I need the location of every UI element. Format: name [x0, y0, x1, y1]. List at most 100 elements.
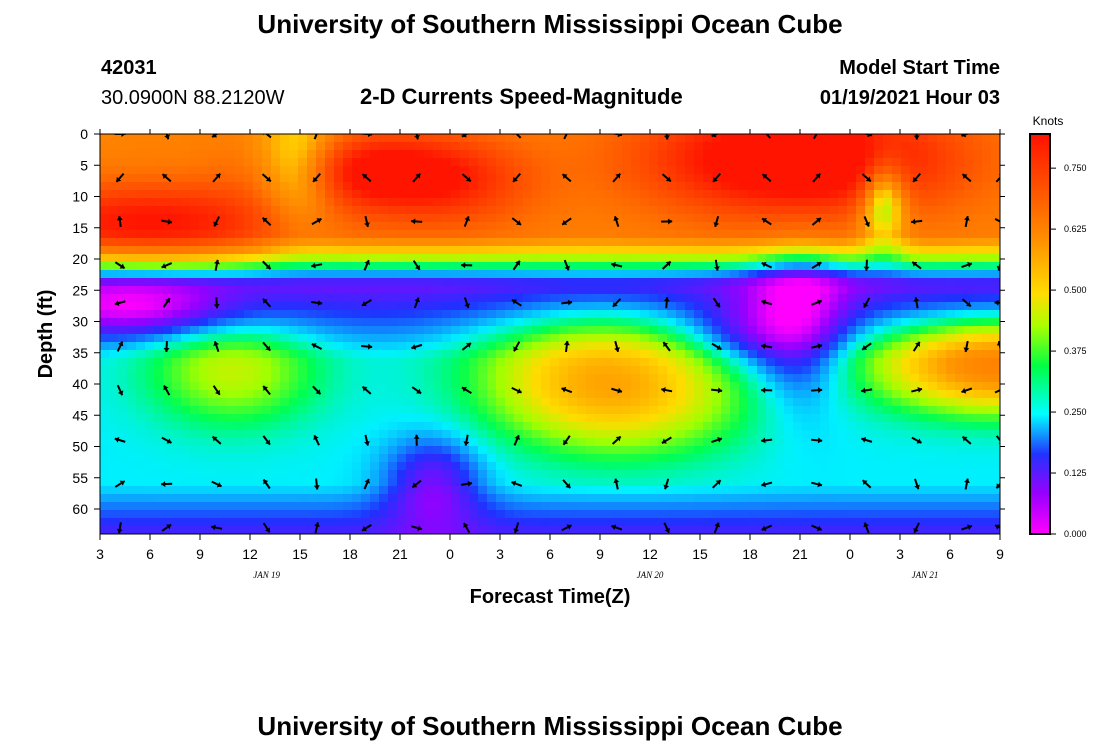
heat-cell: [181, 182, 191, 191]
heat-cell: [154, 246, 164, 255]
heat-cell: [973, 334, 983, 343]
heat-cell: [568, 366, 578, 375]
heat-cell: [199, 278, 209, 287]
heat-cell: [973, 486, 983, 495]
heat-cell: [181, 262, 191, 271]
heat-cell: [964, 254, 974, 263]
heat-cell: [892, 350, 902, 359]
heat-cell: [514, 142, 524, 151]
heat-cell: [442, 438, 452, 447]
heat-cell: [442, 510, 452, 519]
heat-cell: [397, 486, 407, 495]
heat-cell: [577, 190, 587, 199]
heat-cell: [325, 326, 335, 335]
heat-cell: [784, 238, 794, 247]
heat-cell: [415, 470, 425, 479]
heat-cell: [730, 382, 740, 391]
heat-cell: [352, 142, 362, 151]
heat-cell: [694, 526, 704, 534]
heat-cell: [496, 486, 506, 495]
heat-cell: [433, 326, 443, 335]
heat-cell: [469, 158, 479, 167]
heat-cell: [352, 470, 362, 479]
heat-cell: [685, 158, 695, 167]
heat-cell: [721, 190, 731, 199]
heat-cell: [577, 390, 587, 399]
heat-cell: [532, 246, 542, 255]
heat-cell: [559, 478, 569, 487]
heat-cell: [892, 294, 902, 303]
heat-cell: [118, 230, 128, 239]
heat-cell: [136, 414, 146, 423]
heat-cell: [649, 350, 659, 359]
heat-cell: [865, 134, 875, 143]
heat-cell: [991, 246, 1000, 255]
heat-cell: [325, 478, 335, 487]
heat-cell: [748, 406, 758, 415]
heat-cell: [460, 390, 470, 399]
heat-cell: [820, 334, 830, 343]
heat-cell: [397, 430, 407, 439]
heat-cell: [667, 350, 677, 359]
heat-cell: [721, 222, 731, 231]
heat-cell: [559, 278, 569, 287]
heat-cell: [208, 222, 218, 231]
heat-cell: [226, 526, 236, 534]
heat-cell: [289, 486, 299, 495]
heat-cell: [154, 214, 164, 223]
heat-cell: [865, 326, 875, 335]
heat-cell: [856, 302, 866, 311]
heat-cell: [388, 526, 398, 534]
heat-cell: [883, 494, 893, 503]
heat-cell: [766, 270, 776, 279]
heat-cell: [478, 334, 488, 343]
heat-cell: [433, 406, 443, 415]
heat-cell: [856, 198, 866, 207]
heat-cell: [505, 470, 515, 479]
heat-cell: [550, 510, 560, 519]
heat-cell: [586, 502, 596, 511]
heat-cell: [424, 278, 434, 287]
heat-cell: [271, 366, 281, 375]
heat-cell: [883, 406, 893, 415]
heat-cell: [937, 142, 947, 151]
heat-cell: [487, 294, 497, 303]
heat-cell: [190, 206, 200, 215]
heat-cell: [181, 414, 191, 423]
heat-cell: [280, 358, 290, 367]
heat-cell: [505, 526, 515, 534]
heat-cell: [775, 366, 785, 375]
heat-cell: [109, 358, 119, 367]
heat-cell: [883, 302, 893, 311]
heat-cell: [694, 510, 704, 519]
heat-cell: [559, 358, 569, 367]
heat-cell: [100, 422, 110, 431]
heat-cell: [361, 518, 371, 527]
heat-cell: [910, 278, 920, 287]
heat-cell: [703, 246, 713, 255]
heat-cell: [766, 310, 776, 319]
heat-cell: [919, 238, 929, 247]
heat-cell: [550, 182, 560, 191]
heat-cell: [235, 198, 245, 207]
heat-cell: [451, 494, 461, 503]
heat-cell: [919, 302, 929, 311]
heat-cell: [568, 286, 578, 295]
heat-cell: [955, 470, 965, 479]
heat-cell: [676, 526, 686, 534]
heat-cell: [433, 134, 443, 143]
heat-cell: [712, 182, 722, 191]
heat-cell: [352, 454, 362, 463]
heat-cell: [901, 182, 911, 191]
heat-cell: [343, 430, 353, 439]
heat-cell: [856, 230, 866, 239]
heat-cell: [541, 446, 551, 455]
heat-cell: [370, 518, 380, 527]
heat-cell: [802, 222, 812, 231]
heat-cell: [478, 158, 488, 167]
heat-cell: [775, 358, 785, 367]
heat-cell: [928, 262, 938, 271]
heat-cell: [523, 230, 533, 239]
heat-cell: [163, 158, 173, 167]
heat-cell: [901, 478, 911, 487]
